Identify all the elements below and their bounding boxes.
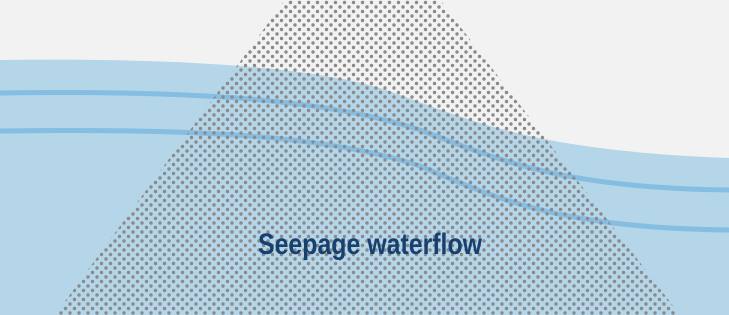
label: Seepage waterflow — [258, 228, 483, 261]
seepage-diagram: Seepage waterflow — [0, 0, 729, 315]
